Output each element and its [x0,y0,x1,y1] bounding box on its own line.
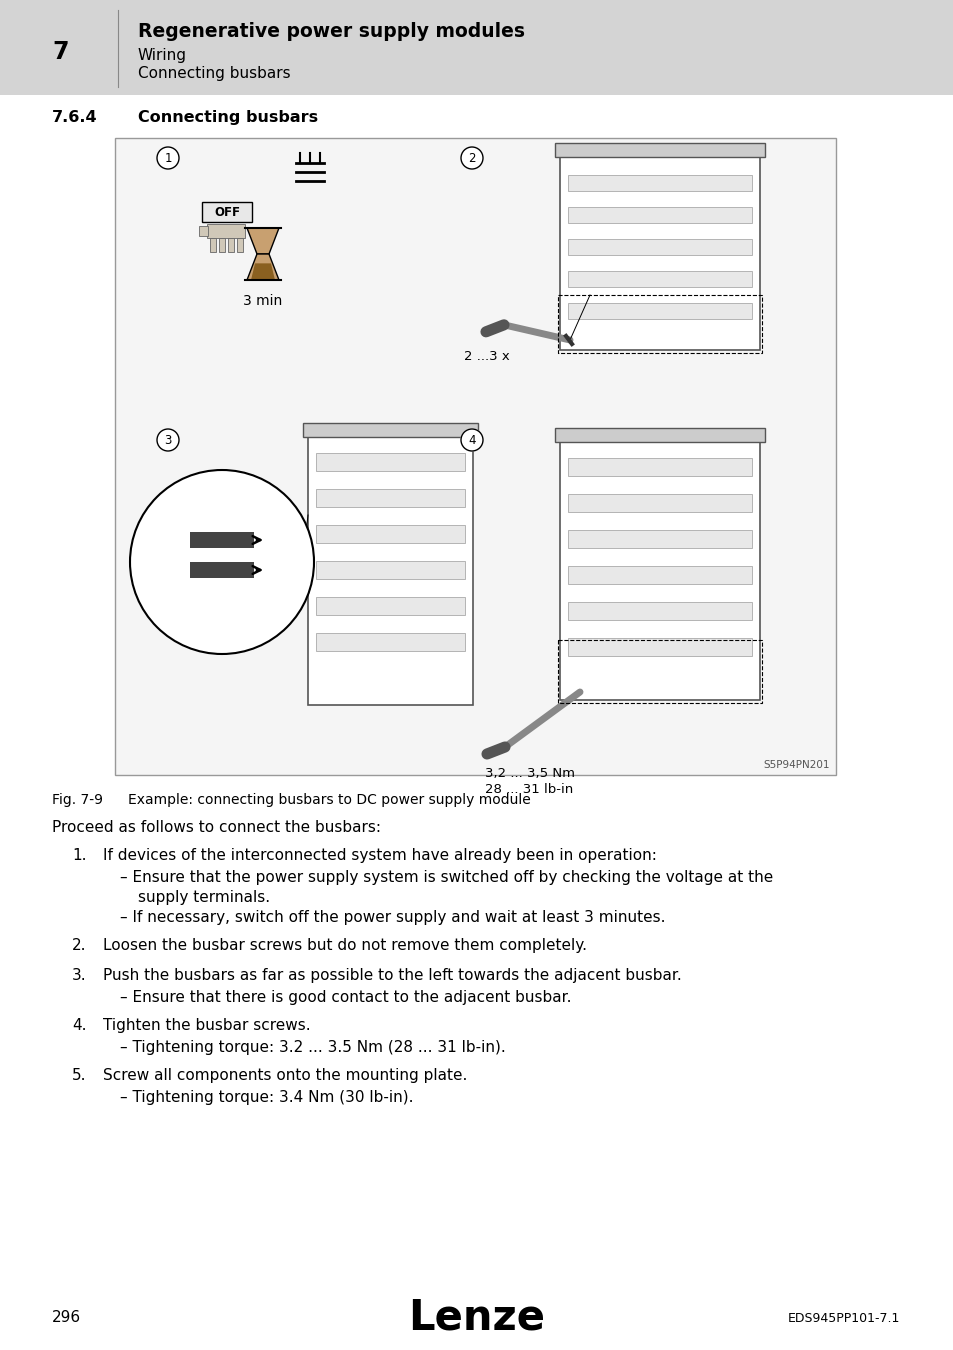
Text: 3 min: 3 min [243,294,282,308]
Bar [567,639,751,656]
Bar [555,143,764,157]
Text: 2 ...3 x: 2 ...3 x [463,350,509,363]
Polygon shape [247,254,278,279]
Text: 3: 3 [164,433,172,447]
Text: 7.6.4: 7.6.4 [52,109,97,126]
Circle shape [157,147,179,169]
Bar [0,0,953,95]
Bar [558,640,761,703]
Bar [559,155,760,350]
Bar [207,224,245,238]
Text: Connecting busbars: Connecting busbars [138,109,317,126]
Bar [567,302,751,319]
Text: – Tightening torque: 3.2 ... 3.5 Nm (28 ... 31 lb-in).: – Tightening torque: 3.2 ... 3.5 Nm (28 … [120,1040,505,1054]
Text: Fig. 7-9: Fig. 7-9 [52,792,103,807]
Bar [303,423,477,437]
Text: Regenerative power supply modules: Regenerative power supply modules [138,22,524,40]
Text: EDS945PP101-7.1: EDS945PP101-7.1 [787,1311,899,1324]
Bar [199,225,208,236]
Text: – Ensure that there is good contact to the adjacent busbar.: – Ensure that there is good contact to t… [120,990,571,1004]
Text: supply terminals.: supply terminals. [138,890,270,905]
Circle shape [157,429,179,451]
Bar [567,207,751,223]
Text: – Ensure that the power supply system is switched off by checking the voltage at: – Ensure that the power supply system is… [120,869,773,886]
Bar [567,531,751,548]
Bar [219,238,225,252]
Text: Example: connecting busbars to DC power supply module: Example: connecting busbars to DC power … [128,792,530,807]
Bar [315,489,464,508]
Bar [202,202,252,221]
Text: Loosen the busbar screws but do not remove them completely.: Loosen the busbar screws but do not remo… [103,938,586,953]
Text: Push the busbars as far as possible to the left towards the adjacent busbar.: Push the busbars as far as possible to t… [103,968,681,983]
Circle shape [130,470,314,653]
Text: 28 ... 31 lb-in: 28 ... 31 lb-in [484,783,573,796]
Bar [190,562,253,578]
Text: 4: 4 [468,433,476,447]
Bar [210,238,215,252]
Circle shape [460,429,482,451]
Bar [115,138,835,775]
Text: Wiring: Wiring [138,49,187,63]
Bar [236,238,243,252]
Bar [567,458,751,477]
Text: 2.: 2. [71,938,87,953]
Bar [190,532,253,548]
Polygon shape [251,263,274,279]
Text: – If necessary, switch off the power supply and wait at least 3 minutes.: – If necessary, switch off the power sup… [120,910,665,925]
Bar [558,296,761,352]
Bar [555,428,764,441]
Bar [567,602,751,620]
Bar [559,440,760,701]
Text: 3,2 ... 3,5 Nm: 3,2 ... 3,5 Nm [484,767,575,780]
Bar [308,435,473,705]
Text: Lenze: Lenze [408,1297,545,1339]
Text: 1.: 1. [71,848,87,863]
Text: 2: 2 [468,151,476,165]
Text: If devices of the interconnected system have already been in operation:: If devices of the interconnected system … [103,848,657,863]
Text: S5P94PN201: S5P94PN201 [762,760,829,770]
Bar [315,597,464,616]
Bar [567,239,751,255]
Bar [567,566,751,585]
Text: 1: 1 [164,151,172,165]
Text: OFF: OFF [213,205,240,219]
Text: 5.: 5. [71,1068,87,1083]
Text: Tighten the busbar screws.: Tighten the busbar screws. [103,1018,311,1033]
Bar [228,238,233,252]
Text: – Tightening torque: 3.4 Nm (30 lb-in).: – Tightening torque: 3.4 Nm (30 lb-in). [120,1089,413,1106]
Text: 3.: 3. [71,968,87,983]
Bar [567,494,751,512]
Circle shape [460,147,482,169]
Text: 296: 296 [52,1311,81,1326]
Text: Screw all components onto the mounting plate.: Screw all components onto the mounting p… [103,1068,467,1083]
Text: Proceed as follows to connect the busbars:: Proceed as follows to connect the busbar… [52,819,380,836]
Text: 4.: 4. [71,1018,87,1033]
Bar [315,633,464,651]
Bar [567,271,751,288]
Bar [567,176,751,190]
Bar [315,562,464,579]
Bar [315,454,464,471]
Polygon shape [247,228,278,254]
Text: Connecting busbars: Connecting busbars [138,66,291,81]
Text: 7: 7 [52,40,69,63]
Bar [315,525,464,543]
